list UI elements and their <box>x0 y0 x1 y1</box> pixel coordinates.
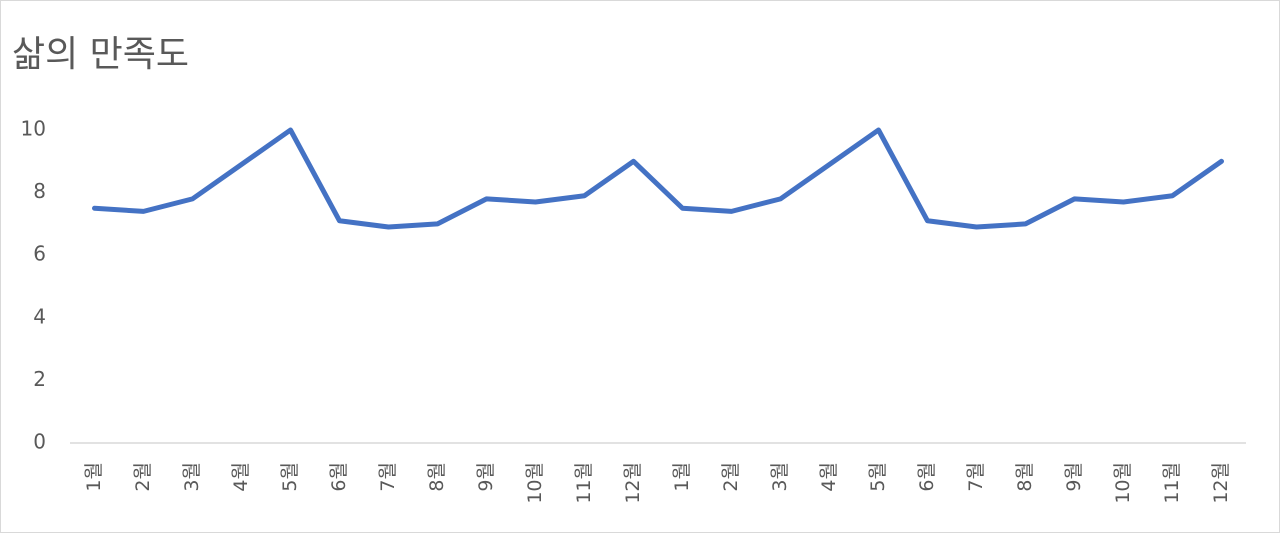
x-tick-label: 11월 <box>1161 462 1183 504</box>
y-tick-label: 10 <box>21 117 46 141</box>
x-tick-label: 2월 <box>720 462 742 492</box>
x-tick-label: 3월 <box>181 462 203 492</box>
x-tick-label: 3월 <box>769 462 791 492</box>
x-tick-label: 4월 <box>230 462 252 492</box>
y-tick-label: 4 <box>33 304 46 328</box>
x-tick-label: 7월 <box>965 462 987 492</box>
x-tick-label: 9월 <box>475 462 497 492</box>
x-tick-label: 12월 <box>1210 462 1232 504</box>
chart-title: 삶의 만족도 <box>12 34 189 75</box>
x-tick-label: 5월 <box>867 462 889 492</box>
x-tick-label: 10월 <box>524 462 546 504</box>
x-tick-label: 10월 <box>1112 462 1134 504</box>
x-tick-label: 4월 <box>818 462 840 492</box>
y-tick-label: 2 <box>33 367 46 391</box>
x-tick-label: 8월 <box>1014 462 1036 492</box>
x-tick-label: 6월 <box>916 462 938 492</box>
y-tick-label: 6 <box>33 242 46 266</box>
y-tick-label: 0 <box>33 430 46 454</box>
y-tick-label: 8 <box>33 179 46 203</box>
x-tick-label: 2월 <box>132 462 154 492</box>
x-tick-label: 7월 <box>377 462 399 492</box>
x-tick-label: 1월 <box>83 462 105 492</box>
x-tick-label: 11월 <box>573 462 595 504</box>
x-tick-label: 9월 <box>1063 462 1085 492</box>
x-tick-label: 5월 <box>279 462 301 492</box>
x-tick-label: 8월 <box>426 462 448 492</box>
x-tick-label: 6월 <box>328 462 350 492</box>
x-tick-label: 1월 <box>671 462 693 492</box>
data-line <box>92 127 1224 230</box>
x-tick-label: 12월 <box>622 462 644 504</box>
